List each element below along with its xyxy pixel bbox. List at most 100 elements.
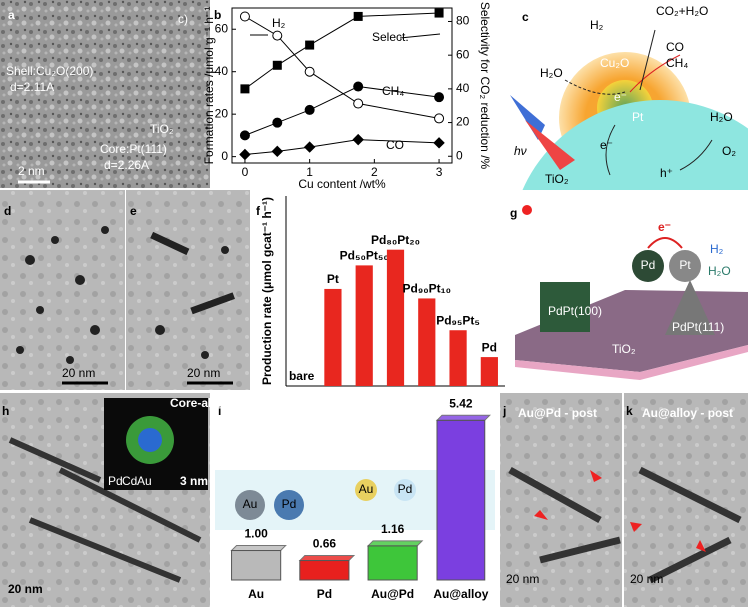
series-label: CO <box>386 138 404 152</box>
annotation: 20 nm <box>630 572 663 586</box>
annotation: g <box>510 206 517 220</box>
y-tick-label: 40 <box>215 64 229 78</box>
y2-tick-label: 80 <box>456 14 470 28</box>
annotation: CH₄ <box>666 56 688 70</box>
annotation: TiO₂ <box>612 342 636 356</box>
marker <box>239 130 250 141</box>
annotation: d <box>4 204 11 218</box>
marker <box>240 84 250 94</box>
annotation: a <box>8 8 15 22</box>
schematic <box>235 479 416 520</box>
arrow-marker <box>534 470 706 552</box>
annotation: Core-alloy <box>170 396 229 410</box>
tem-image <box>126 190 250 390</box>
annotation: H₂ <box>710 242 724 256</box>
x-tick-label: 0 <box>242 165 249 179</box>
annotation: h⁺ <box>660 166 673 180</box>
annotation: O₂ <box>722 144 736 158</box>
value-label: 0.66 <box>313 537 337 551</box>
annotation: Pd <box>282 497 297 511</box>
annotation: H₂ <box>590 18 604 32</box>
schematic <box>510 29 748 190</box>
marker <box>303 141 316 153</box>
category-label: bare <box>289 369 315 383</box>
annotation: Pt <box>632 110 644 124</box>
annotation: CO <box>666 40 684 54</box>
annotation: k <box>626 404 633 418</box>
annotation: c) <box>178 12 188 26</box>
marker <box>239 11 250 22</box>
annotation: PdPt(111) <box>672 320 724 334</box>
x-tick-label: 1 <box>306 165 313 179</box>
tem-image <box>624 393 748 607</box>
bar-top <box>435 414 491 421</box>
category-label: Au <box>248 587 264 601</box>
annotation: 20 nm <box>506 572 539 586</box>
annotation: 20 nm <box>62 366 95 380</box>
category-label: Pd₉₅Pt₅ <box>436 313 480 327</box>
annotation: H₂O <box>708 264 731 278</box>
category-label: Au@Pd <box>371 587 414 601</box>
category-label: Pd₈₀Pt₂₀ <box>371 233 420 247</box>
annotation: Pd <box>641 258 656 272</box>
category-label: Pd <box>317 587 332 601</box>
annotation: H₂O <box>540 66 563 80</box>
bar <box>299 560 350 581</box>
annotation: Pd <box>108 474 123 488</box>
annotation: i <box>218 404 221 418</box>
y2-axis-label: Selectivity for CO₂ reduction /% <box>478 2 492 170</box>
y-axis-label: Production rate (μmol gcat⁻¹ h⁻¹) <box>260 197 274 385</box>
series-label: CH₄ <box>382 84 404 98</box>
x-tick-label: 3 <box>436 165 443 179</box>
annotation: 20 nm <box>8 582 43 596</box>
nanoparticles <box>16 226 235 364</box>
bar <box>355 265 373 386</box>
annotation: hν <box>514 144 527 158</box>
annotation: TiO₂ <box>545 172 569 186</box>
y-tick-label: 60 <box>215 21 229 35</box>
annotation: d=2.11A <box>10 80 54 94</box>
annotation: f <box>256 204 261 218</box>
value-label: 5.42 <box>449 396 473 410</box>
annotation: e⁻ <box>600 138 613 152</box>
annotation: Au@Pd - post <box>518 406 597 420</box>
category-label: Au@alloy <box>433 587 488 601</box>
y2-tick-label: 40 <box>456 81 470 95</box>
category-label: Pd <box>482 340 497 354</box>
value-label: 1.00 <box>244 527 268 541</box>
annotation: 20 nm <box>187 366 220 380</box>
bar-top <box>230 545 287 552</box>
bar <box>480 357 498 386</box>
annotation: Pt <box>679 258 691 272</box>
bar-top <box>298 555 356 562</box>
tem-image <box>0 0 210 188</box>
marker <box>434 8 444 18</box>
x-tick-label: 2 <box>371 165 378 179</box>
annotation: Cd <box>122 474 137 488</box>
bar <box>436 419 486 581</box>
annotation: TiO₂ <box>150 122 174 136</box>
category-label: Pd₅₀Pt₅₀ <box>340 249 389 263</box>
marker <box>271 145 284 158</box>
annotation: Pd <box>398 482 413 496</box>
annotation: 2 nm <box>18 164 45 178</box>
annotation: Core:Pt(111) <box>100 142 167 156</box>
nanorods <box>508 466 742 584</box>
tem-image <box>0 190 125 390</box>
annotation: Au <box>243 497 258 511</box>
y2-tick-label: 0 <box>456 148 463 162</box>
bar <box>449 330 467 386</box>
x-axis-label: Cu content /wt% <box>298 177 386 191</box>
annotation: Au@alloy - post <box>642 406 733 420</box>
marker <box>353 98 364 109</box>
marker <box>304 66 315 77</box>
annotation: e <box>130 204 137 218</box>
bar <box>418 298 436 386</box>
marker <box>305 40 315 50</box>
category-label: Pt <box>327 272 339 286</box>
annotation: PdPt(100) <box>548 304 602 318</box>
marker <box>353 81 364 92</box>
bar-top <box>366 540 424 547</box>
annotation: Au <box>359 482 374 496</box>
